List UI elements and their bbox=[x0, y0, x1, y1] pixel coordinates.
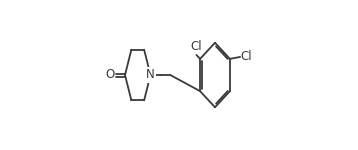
Text: Cl: Cl bbox=[190, 40, 202, 54]
Text: Cl: Cl bbox=[241, 50, 252, 63]
Text: N: N bbox=[146, 69, 155, 81]
Text: O: O bbox=[105, 69, 114, 81]
